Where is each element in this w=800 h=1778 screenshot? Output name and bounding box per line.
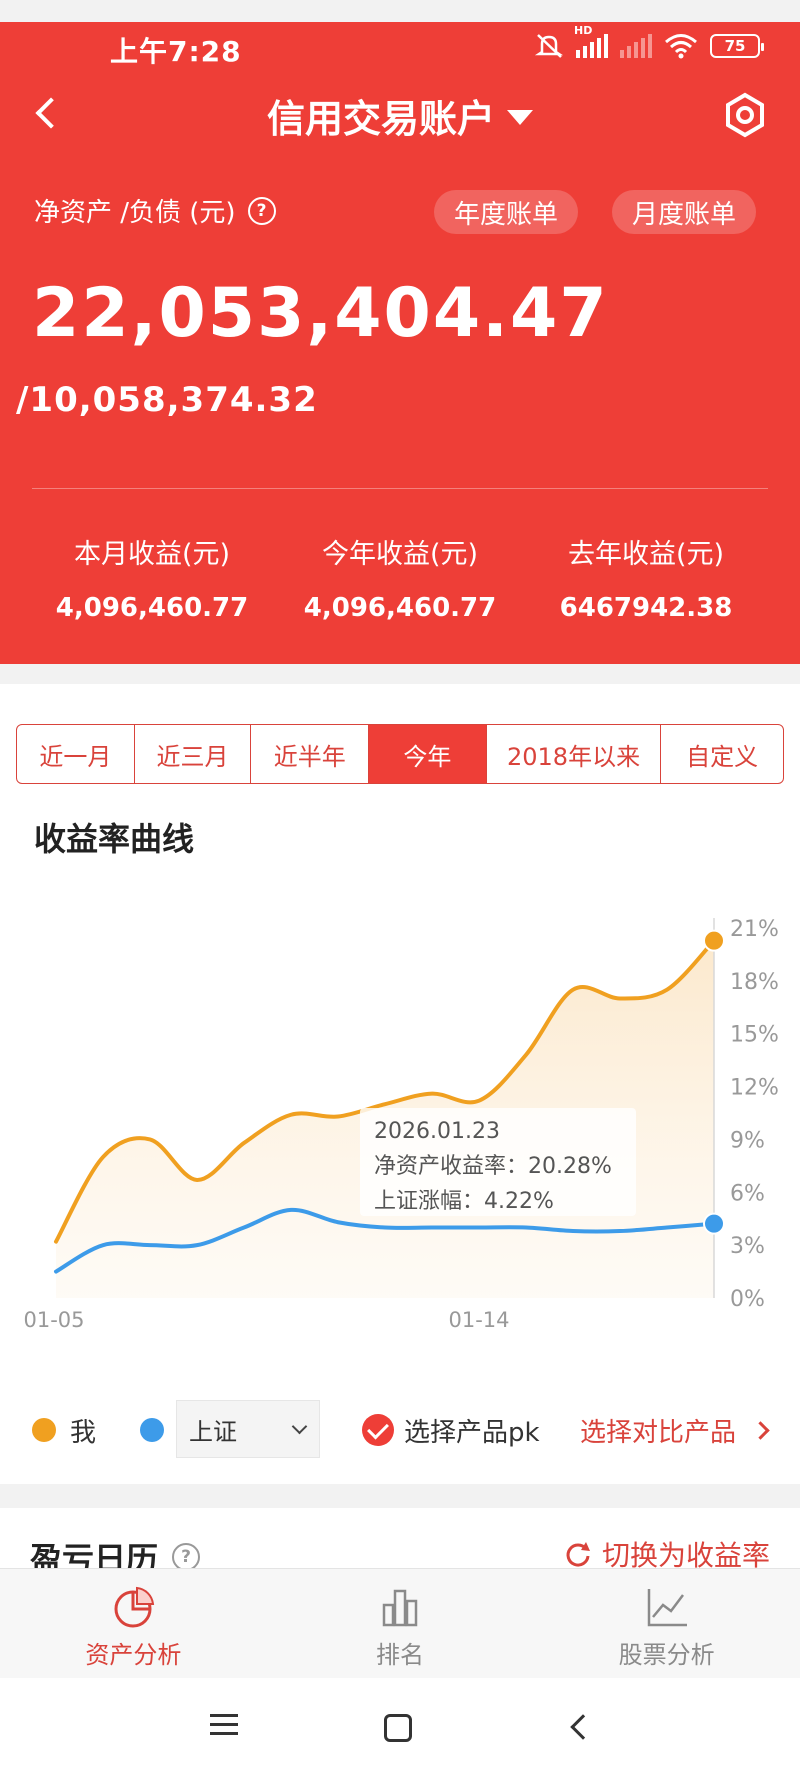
compare-product-label: 选择对比产品: [580, 1418, 737, 1448]
settings-button[interactable]: [720, 90, 770, 140]
tab-stock-analysis[interactable]: 股票分析: [533, 1569, 800, 1678]
home-icon[interactable]: [384, 1714, 412, 1742]
tab-asset-analysis[interactable]: 资产分析: [0, 1569, 267, 1678]
x-axis: 01-05202601-14202601-232026: [23, 1308, 509, 1334]
x-tick-label: 01-14: [448, 1308, 509, 1332]
last-year-income-value: 6467942.38: [559, 593, 733, 623]
y-tick-label: 21%: [730, 917, 779, 942]
last-year-income: 去年收益(元) 6467942.38: [526, 532, 766, 623]
line-chart-icon: [647, 1589, 687, 1627]
return-curve-card: 近一月 近三月 近半年 今年 2018年以来 自定义 收益率曲线 0% 3% 6% 9…: [0, 684, 800, 1484]
x-tick-label: 2026: [27, 1332, 80, 1334]
tooltip-return: 净资产收益率：20.28%: [374, 1154, 612, 1179]
tab-asset-analysis-label: 资产分析: [85, 1641, 182, 1669]
compare-product-link[interactable]: 选择对比产品: [580, 1412, 770, 1449]
mute-icon: [534, 34, 564, 58]
monthly-bill-button[interactable]: 月度账单: [612, 190, 757, 234]
legend-me-label: 我: [70, 1418, 97, 1448]
x-tick-label: 2026: [452, 1332, 505, 1334]
return-chart[interactable]: 0%3%6%9%12%15%18%21% 01-05202601-1420260…: [0, 874, 800, 1334]
benchmark-select-value: 上证: [189, 1417, 237, 1446]
switch-to-rate-label: 切换为收益率: [601, 1539, 770, 1568]
year-income-value: 4,096,460.77: [303, 593, 497, 623]
caret-down-icon: [507, 110, 533, 125]
tab-1m[interactable]: 近一月: [17, 725, 135, 783]
pk-label[interactable]: 选择产品pk: [404, 1418, 540, 1448]
net-asset-label-text: 净资产 /负债 (元): [34, 198, 236, 228]
tab-ytd[interactable]: 今年: [369, 725, 487, 783]
tooltip-date: 2026.01.23: [374, 1119, 500, 1144]
y-tick-label: 15%: [730, 1023, 779, 1048]
chart-legend: 我 上证 选择产品pk 选择对比产品: [0, 1400, 800, 1460]
hd-label: HD: [574, 24, 593, 37]
period-tabs: 近一月 近三月 近半年 今年 2018年以来 自定义: [16, 724, 784, 784]
system-nav-bar: [0, 1678, 800, 1778]
question-icon[interactable]: ?: [247, 196, 276, 225]
account-switcher[interactable]: 信用交易账户: [0, 88, 800, 143]
switch-to-rate-button[interactable]: 切换为收益率: [564, 1534, 770, 1568]
tooltip-box: [360, 1108, 636, 1216]
chevron-down-icon: [291, 1418, 308, 1435]
pnl-calendar-card: 盈亏日历 ? 切换为收益率: [0, 1508, 800, 1568]
account-header: 上午7:28 HD 75 信用交易账户: [0, 22, 800, 664]
y-axis: 0% 3% 6% 9% 12% 15% 18% 21%: [730, 917, 779, 1312]
year-income-label: 今年收益(元): [321, 539, 479, 570]
tab-ranking[interactable]: 排名: [267, 1569, 534, 1678]
tab-stock-analysis-label: 股票分析: [618, 1641, 715, 1669]
tab-6m[interactable]: 近半年: [251, 725, 370, 783]
y-tick-label: 6%: [730, 1181, 765, 1206]
menu-icon[interactable]: [204, 1708, 244, 1748]
annual-bill-button[interactable]: 年度账单: [434, 190, 579, 234]
tab-since-2018[interactable]: 2018年以来: [487, 725, 662, 783]
pnl-calendar-title-text: 盈亏日历: [30, 1540, 159, 1568]
month-income-value: 4,096,460.77: [55, 593, 249, 623]
me-end-point: [703, 929, 725, 952]
status-time: 上午7:28: [110, 35, 242, 68]
status-icons: HD 75: [534, 24, 764, 60]
benchmark-series-line: [54, 1207, 716, 1274]
bottom-tab-bar: 资产分析 排名 股票分析: [0, 1568, 800, 1678]
refresh-icon: [566, 1542, 590, 1567]
pk-checkbox[interactable]: [362, 1414, 394, 1446]
legend-me-dot: [32, 1418, 56, 1442]
tab-ranking-label: 排名: [376, 1641, 424, 1669]
signal-icon: HD: [574, 24, 608, 58]
divider: [32, 488, 768, 489]
page-title: 信用交易账户: [266, 97, 495, 141]
top-bar: 信用交易账户: [0, 78, 800, 158]
last-year-income-label: 去年收益(元): [567, 539, 725, 570]
wifi-icon: [665, 34, 697, 59]
tab-3m[interactable]: 近三月: [135, 725, 252, 783]
bar-chart-icon: [382, 1589, 418, 1627]
pnl-calendar-title: 盈亏日历 ?: [30, 1534, 201, 1568]
chart-title: 收益率曲线: [34, 820, 195, 858]
signal-2-icon: [620, 34, 652, 58]
pie-chart-icon: [114, 1586, 155, 1628]
me-series-line: [54, 938, 716, 1244]
year-income: 今年收益(元) 4,096,460.77: [280, 532, 520, 623]
battery-icon: 75: [710, 34, 764, 58]
benchmark-select[interactable]: 上证: [176, 1400, 320, 1458]
benchmark-end-point: [703, 1212, 725, 1235]
question-icon[interactable]: ?: [172, 1543, 201, 1568]
debt-value: /10,058,374.32: [16, 380, 318, 420]
status-bar: 上午7:28 HD 75: [0, 22, 800, 78]
month-income-label: 本月收益(元): [73, 539, 231, 570]
net-asset-value: 22,053,404.47: [32, 274, 609, 353]
tooltip-index: 上证涨幅：4.22%: [374, 1189, 554, 1214]
month-income: 本月收益(元) 4,096,460.77: [32, 532, 272, 623]
battery-level: 75: [724, 37, 746, 55]
y-tick-label: 18%: [730, 970, 779, 995]
chevron-right-icon: [751, 1421, 770, 1440]
y-tick-label: 9%: [730, 1128, 765, 1153]
x-tick-label: 01-05: [23, 1308, 84, 1332]
y-tick-label: 3%: [730, 1234, 765, 1259]
y-tick-label: 12%: [730, 1076, 779, 1101]
tab-custom[interactable]: 自定义: [686, 742, 759, 771]
y-tick-label: 0%: [730, 1287, 765, 1312]
legend-benchmark-dot: [140, 1418, 164, 1442]
net-asset-label: 净资产 /负债 (元) ?: [34, 192, 276, 229]
back-nav-icon[interactable]: [562, 1708, 602, 1748]
